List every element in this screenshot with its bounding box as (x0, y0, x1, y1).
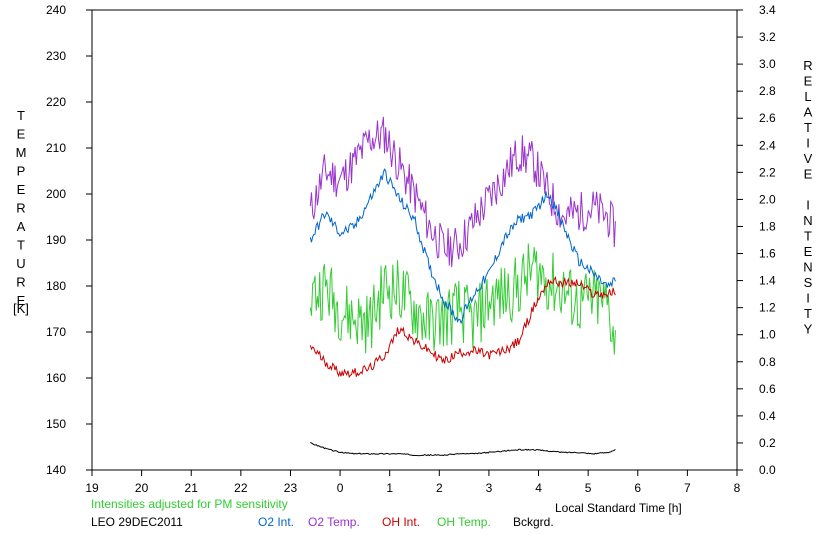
series-bckgrd-line (310, 442, 616, 457)
y-left-title-char: E (17, 182, 26, 197)
y-left-title-char: E (17, 127, 26, 142)
y-left-title-char: M (16, 145, 27, 160)
series-oh-int-line (309, 276, 616, 379)
y-right-title-char: T (804, 306, 812, 321)
y-left-tick-label: 140 (46, 463, 66, 477)
legend-item-oh-temp: OH Temp. (437, 515, 491, 529)
y-right-tick-label: 3.0 (759, 57, 776, 71)
y-right-title-char: S (804, 275, 813, 290)
y-right-title-char: I (806, 291, 810, 306)
y-right-tick-label: 3.2 (759, 30, 776, 44)
series-oh-temp-line (309, 243, 616, 355)
sensitivity-note: Intensities adjusted for PM sensitivity (91, 497, 288, 511)
y-left-tick-label: 220 (46, 95, 66, 109)
y-right-title-char: L (804, 89, 811, 104)
plot-frame (91, 9, 738, 471)
y-left-tick-label: 150 (46, 417, 66, 431)
y-left-tick-label: 180 (46, 279, 66, 293)
legend-item-o2-temp: O2 Temp. (308, 515, 360, 529)
y-right-tick-label: 0.0 (759, 463, 776, 477)
x-axis-title: Local Standard Time [h] (555, 501, 682, 515)
y-left-title-char: T (17, 238, 25, 253)
y-right-title-char: E (804, 244, 813, 259)
y-left-title-char: R (16, 275, 25, 290)
y-right-title-char: V (804, 151, 813, 166)
y-right-tick-label: 1.8 (759, 219, 776, 233)
x-tick-label: 8 (734, 481, 741, 495)
y-right-tick-label: 1.4 (759, 274, 776, 288)
y-right-title-char: E (804, 167, 813, 182)
y-left-tick-label: 190 (46, 233, 66, 247)
series-layer (309, 116, 616, 457)
y-right-title-char: I (806, 136, 810, 151)
x-tick-label: 22 (234, 481, 248, 495)
y-right-title-char: T (804, 120, 812, 135)
x-tick-label: 7 (684, 481, 691, 495)
y-right-tick-label: 0.8 (759, 355, 776, 369)
y-left-tick-label: 170 (46, 325, 66, 339)
x-tick-label: 2 (436, 481, 443, 495)
y-left-title-char: T (17, 108, 25, 123)
y-left-title-char: U (16, 256, 25, 271)
y-right-title-char: Y (804, 322, 813, 337)
y-right-tick-label: 1.0 (759, 328, 776, 342)
y-left-tick-label: 160 (46, 371, 66, 385)
x-tick-label: 23 (284, 481, 298, 495)
legend-item-bckgrd: Bckgrd. (513, 515, 554, 529)
y-right-title-char: A (804, 105, 813, 120)
series-o2-int-line (309, 168, 616, 325)
y-left-tick-label: 230 (46, 49, 66, 63)
legend-item-oh-int: OH Int. (382, 515, 420, 529)
x-tick-label: 1 (386, 481, 393, 495)
y-right-tick-label: 0.4 (759, 409, 776, 423)
x-tick-label: 20 (135, 481, 149, 495)
y-left-tick-label: 200 (46, 187, 66, 201)
x-tick-label: 6 (634, 481, 641, 495)
y-left-tick-label: 240 (46, 3, 66, 17)
series-o2-temp-line (309, 116, 616, 268)
legend: O2 Int. O2 Temp. OH Int. OH Temp. Bckgrd. (258, 515, 554, 529)
y-right-title-char: I (806, 198, 810, 213)
y-right-title-char: T (804, 229, 812, 244)
ticks: 19 20 21 22 23 0 1 2 3 4 5 6 7 8140150160170180190200… (46, 3, 776, 495)
y-right-title-char: E (804, 74, 813, 89)
y-right-title-char: N (803, 213, 812, 228)
x-tick-label: 21 (185, 481, 199, 495)
x-tick-label: 19 (85, 481, 99, 495)
y-left-title-char: A (17, 219, 26, 234)
x-tick-label: 5 (585, 481, 592, 495)
y-right-tick-label: 2.8 (759, 84, 776, 98)
legend-item-o2-int: O2 Int. (258, 515, 294, 529)
y-right-tick-label: 1.6 (759, 247, 776, 261)
x-tick-label: 0 (337, 481, 344, 495)
y-right-tick-label: 2.4 (759, 138, 776, 152)
y-right-title-char: R (803, 58, 812, 73)
y-right-tick-label: 2.6 (759, 111, 776, 125)
y-right-tick-label: 0.6 (759, 382, 776, 396)
y-left-title-char: P (17, 164, 26, 179)
y-right-tick-label: 2.2 (759, 165, 776, 179)
y-right-tick-label: 3.4 (759, 3, 776, 17)
x-tick-label: 3 (486, 481, 493, 495)
y-right-tick-label: 0.2 (759, 436, 776, 450)
y-left-title-char: E (17, 293, 26, 308)
station-label: LEO 29DEC2011 (91, 515, 183, 529)
y-right-title-char: N (803, 260, 812, 275)
x-tick-label: 4 (535, 481, 542, 495)
y-right-tick-label: 2.0 (759, 192, 776, 206)
y-left-tick-label: 210 (46, 141, 66, 155)
y-right-tick-label: 1.2 (759, 301, 776, 315)
y-axis-left-unit: [K] (13, 301, 29, 316)
y-left-title-char: R (16, 201, 25, 216)
